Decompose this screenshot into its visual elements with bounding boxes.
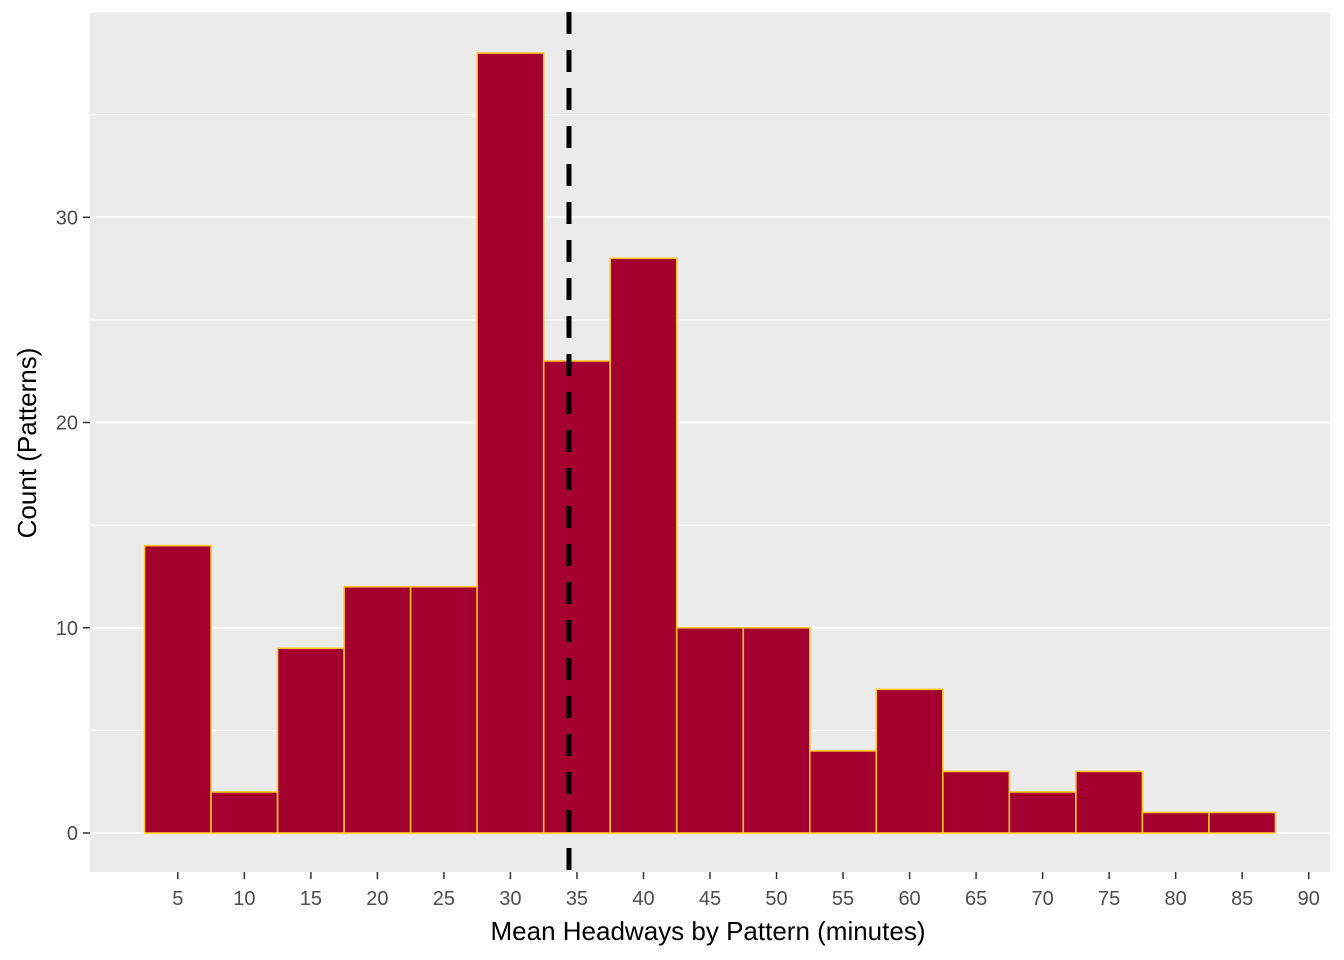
x-tick-label: 90 [1298,888,1320,910]
histogram-bar [1141,811,1210,834]
x-tick-label: 15 [300,888,322,910]
x-tick-label: 65 [965,888,987,910]
histogram-bar [742,626,811,834]
histogram-bar [609,257,678,834]
histogram-bar [409,585,478,834]
x-tick-label: 5 [172,888,183,910]
x-tick-label: 60 [898,888,920,910]
x-tick-label: 25 [433,888,455,910]
histogram-bar [343,585,412,834]
histogram-bar [542,360,612,834]
histogram-bars [143,52,1277,834]
x-tick-label: 80 [1165,888,1187,910]
histogram-bar [476,52,545,834]
histogram-bar [143,544,212,834]
histogram-bar [942,770,1011,834]
x-tick-label: 85 [1231,888,1253,910]
y-axis-title: Count (Patterns) [12,348,42,539]
histogram-bar [675,626,745,834]
x-tick-label: 70 [1031,888,1053,910]
histogram-bar [1208,811,1277,834]
histogram-bar [1075,770,1144,834]
histogram-bar [875,688,944,834]
histogram-bar [276,647,345,834]
x-tick-label: 35 [566,888,588,910]
x-tick-label: 10 [233,888,255,910]
y-tick-label: 10 [56,618,78,640]
x-tick-label: 55 [832,888,854,910]
y-axis: 0 10 20 30 [56,207,90,845]
x-tick-label: 45 [699,888,721,910]
y-tick-label: 20 [56,413,78,435]
x-tick-label: 75 [1098,888,1120,910]
histogram-bar [808,750,878,834]
y-tick-label: 30 [56,207,78,229]
x-tick-label: 20 [366,888,388,910]
x-tick-label: 40 [632,888,654,910]
histogram-bar [1008,791,1077,834]
x-axis-title: Mean Headways by Pattern (minutes) [491,916,926,946]
x-tick-label: 30 [499,888,521,910]
x-tick-label: 50 [765,888,787,910]
x-axis: 5 10 15 20 25 30 35 40 45 50 55 60 65 70 75 80 85 90 [172,872,1320,910]
histogram-bar [210,791,279,834]
y-tick-label: 0 [67,823,78,845]
